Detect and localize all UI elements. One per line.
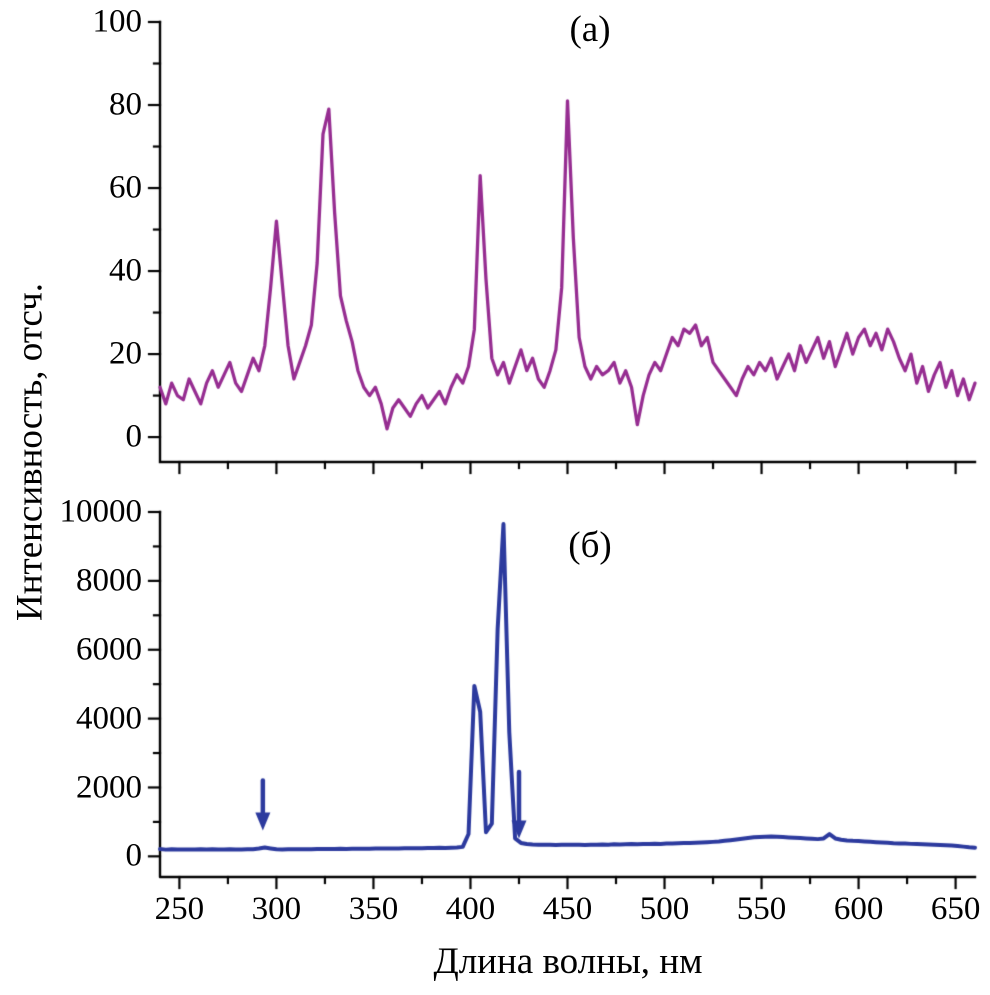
y-tick-label-panel-а: 20 <box>109 335 142 372</box>
y-tick-label-panel-б: 2000 <box>76 769 142 805</box>
y-tick-label-panel-а: 100 <box>92 3 143 40</box>
x-tick-label: 350 <box>348 891 399 927</box>
x-tick-label: 650 <box>930 891 981 927</box>
y-tick-label-panel-б: 4000 <box>76 700 142 737</box>
x-tick-label: 500 <box>639 891 690 927</box>
panel-a-label: (а) <box>569 9 611 50</box>
y-tick-label-panel-б: 6000 <box>76 631 142 668</box>
x-tick-label: 600 <box>833 891 884 927</box>
y-tick-label-panel-б: 8000 <box>76 562 142 599</box>
y-tick-label-panel-а: 0 <box>125 418 143 455</box>
y-tick-label-panel-а: 80 <box>109 86 142 123</box>
y-tick-label-panel-а: 40 <box>109 252 142 289</box>
y-tick-label-panel-б: 0 <box>125 837 143 874</box>
x-tick-label: 300 <box>251 891 302 927</box>
y-tick-label-panel-а: 60 <box>109 169 142 206</box>
x-tick-label: 250 <box>154 891 205 927</box>
x-tick-label: 550 <box>736 891 787 927</box>
x-axis-title: Длина волны, нм <box>433 941 703 982</box>
panel-b-label: (б) <box>568 525 612 566</box>
x-tick-label: 400 <box>445 891 496 927</box>
x-tick-label: 450 <box>542 891 593 927</box>
y-tick-label-panel-б: 10000 <box>59 493 143 530</box>
